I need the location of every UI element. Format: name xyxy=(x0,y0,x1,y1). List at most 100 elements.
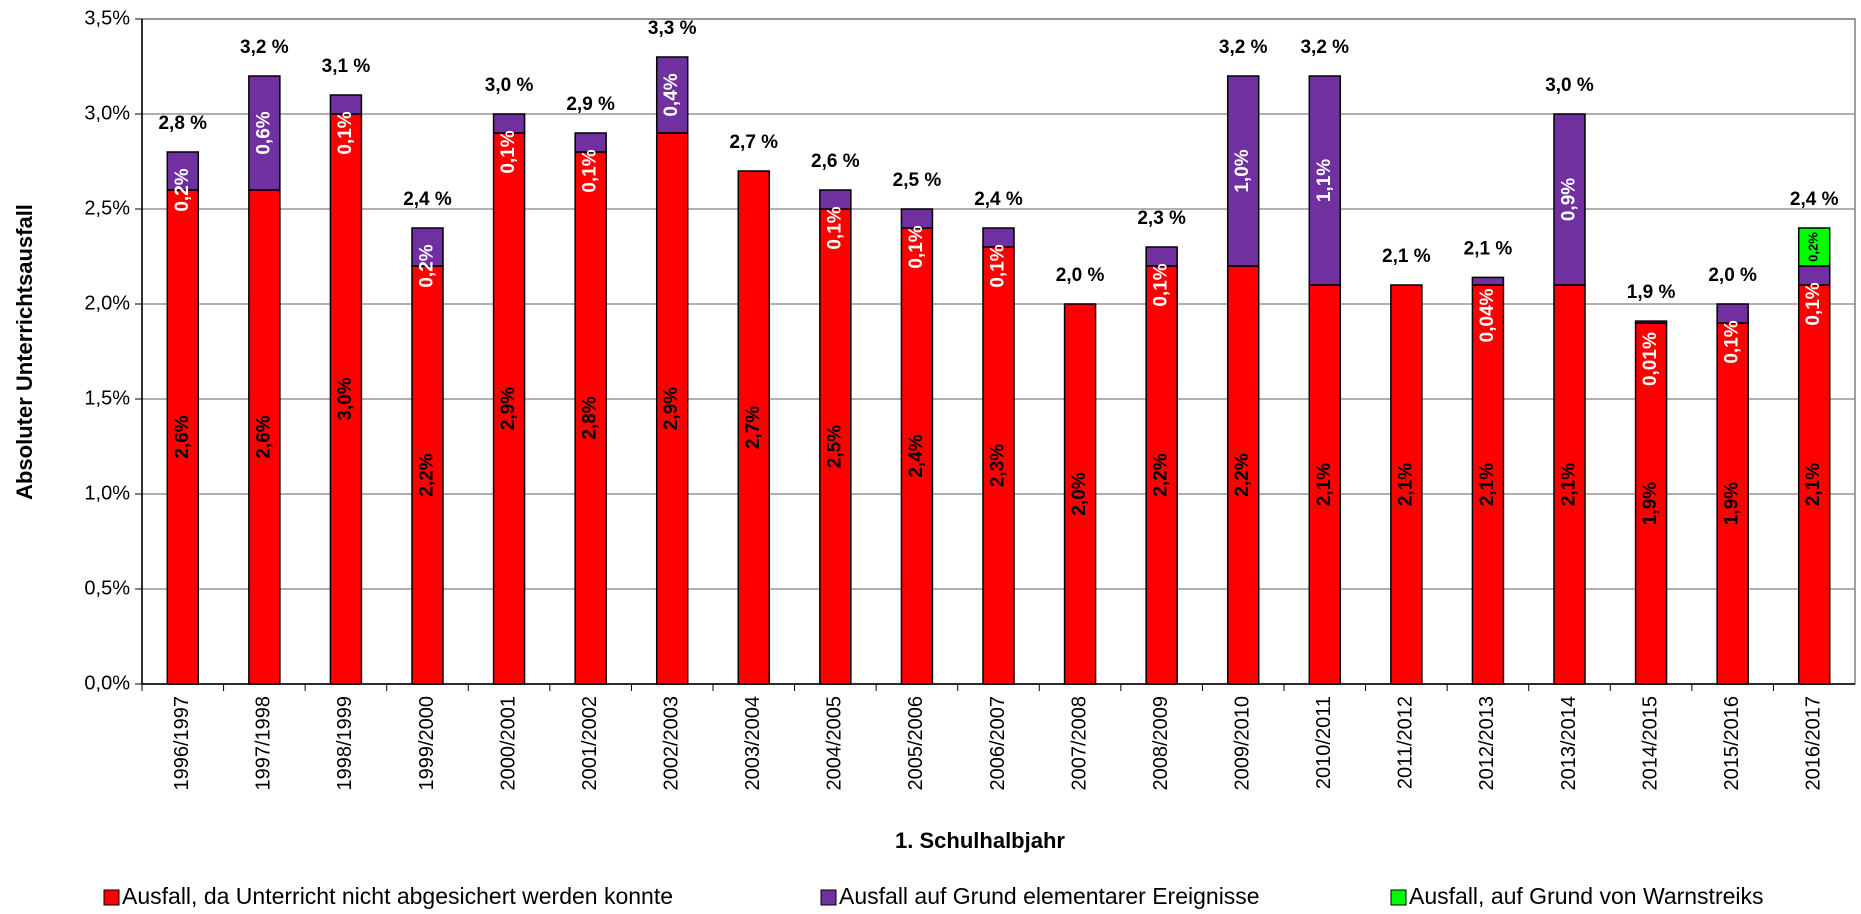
x-tick-label: 2009/2010 xyxy=(1231,696,1253,791)
value-label: 0,04% xyxy=(1477,288,1498,342)
bar-segment xyxy=(1145,246,1178,267)
total-label: 3,2 % xyxy=(1300,37,1349,58)
legend-swatch xyxy=(103,889,120,906)
value-label: 2,1% xyxy=(1314,463,1335,506)
value-label: 2,2% xyxy=(1151,453,1172,496)
bar-segment xyxy=(492,113,526,134)
value-label: 0,2% xyxy=(172,168,193,211)
total-label: 2,7 % xyxy=(729,132,778,153)
value-label: 1,0% xyxy=(1232,149,1253,192)
bar-segment xyxy=(329,94,363,115)
x-tick-label: 2014/2015 xyxy=(1639,696,1661,791)
total-label: 2,4 % xyxy=(974,189,1023,210)
x-tick-label: 2002/2003 xyxy=(660,696,682,791)
value-label: 2,2% xyxy=(1232,453,1253,496)
total-label: 2,4 % xyxy=(1790,189,1839,210)
bar-segment xyxy=(1226,265,1260,685)
x-tick-label: 2008/2009 xyxy=(1150,696,1172,791)
total-label: 2,8 % xyxy=(158,113,207,134)
value-label: 3,0% xyxy=(335,377,356,420)
value-label: 2,5% xyxy=(824,425,845,468)
x-tick-label: 2005/2006 xyxy=(905,696,927,791)
value-label: 2,9% xyxy=(661,387,682,430)
y-tick-label: 2,0% xyxy=(84,292,130,314)
x-tick-label: 1998/1999 xyxy=(334,696,356,791)
x-tick-label: 2006/2007 xyxy=(987,696,1009,791)
bar-segment xyxy=(737,170,771,685)
total-label: 2,1 % xyxy=(1464,238,1513,259)
bar-segment xyxy=(1553,113,1586,286)
bar-segment xyxy=(1471,276,1505,286)
total-label: 2,0 % xyxy=(1708,265,1757,286)
bar-segment xyxy=(1716,322,1749,685)
total-label: 3,1 % xyxy=(322,56,371,77)
value-label: 0,1% xyxy=(1151,263,1172,306)
total-label: 3,0 % xyxy=(485,75,534,96)
value-label: 2,6% xyxy=(172,415,193,458)
y-tick-label: 1,5% xyxy=(84,387,130,409)
y-tick-label: 3,5% xyxy=(84,7,130,29)
x-tick-label: 2003/2004 xyxy=(742,696,764,791)
bar-segment xyxy=(166,189,200,685)
value-label: 2,3% xyxy=(988,444,1009,487)
bar-segment xyxy=(574,151,607,685)
total-label: 3,2 % xyxy=(1219,37,1268,58)
bar-segment xyxy=(1390,284,1423,685)
value-label: 0,1% xyxy=(580,149,601,192)
value-label: 0,1% xyxy=(906,225,927,268)
bar-segment xyxy=(1553,284,1586,685)
bar-segment xyxy=(982,246,1015,685)
bar-segment xyxy=(248,75,281,191)
total-label: 3,2 % xyxy=(240,37,289,58)
x-tick-label: 1997/1998 xyxy=(253,696,275,791)
y-tick-label: 0,5% xyxy=(84,577,130,599)
bar-segment xyxy=(655,132,689,685)
y-tick-label: 3,0% xyxy=(84,102,130,124)
total-label: 3,3 % xyxy=(648,18,697,39)
value-label: 2,8% xyxy=(580,396,601,439)
value-label: 0,9% xyxy=(1559,178,1580,221)
bar-segment xyxy=(655,56,689,134)
value-label: 1,9% xyxy=(1722,482,1743,525)
value-label: 2,9% xyxy=(498,387,519,430)
bar-segment xyxy=(248,189,281,685)
total-label: 2,0 % xyxy=(1056,265,1105,286)
y-tick-label: 2,5% xyxy=(84,197,130,219)
total-label: 1,9 % xyxy=(1627,282,1676,303)
value-label: 2,1% xyxy=(1559,463,1580,506)
x-axis-title: 1. Schulhalbjahr xyxy=(895,828,1065,853)
bar-segment xyxy=(492,132,526,685)
value-label: 0,1% xyxy=(1722,320,1743,363)
bar-segment xyxy=(1797,227,1831,267)
total-label: 2,1 % xyxy=(1382,246,1431,267)
x-tick-label: 2013/2014 xyxy=(1558,696,1580,791)
legend-label: Ausfall, da Unterricht nicht abgesichert… xyxy=(122,883,673,909)
value-label: 0,1% xyxy=(335,111,356,154)
value-label: 0,1% xyxy=(1803,282,1824,325)
bar-segment xyxy=(982,227,1015,248)
value-label: 2,1% xyxy=(1477,463,1498,506)
bar-segment xyxy=(1797,284,1831,685)
bar-segment xyxy=(819,208,852,685)
value-label: 1,9% xyxy=(1640,482,1661,525)
value-label: 2,6% xyxy=(253,415,274,458)
total-label: 2,9 % xyxy=(566,94,615,115)
bar-segment xyxy=(1634,322,1668,685)
x-tick-label: 2007/2008 xyxy=(1068,696,1090,791)
bar-segment xyxy=(411,265,444,685)
value-label: 2,4% xyxy=(906,434,927,477)
bar-segment xyxy=(411,227,444,267)
legend-label: Ausfall auf Grund elementarer Ereignisse xyxy=(839,883,1260,909)
x-tick-label: 2010/2011 xyxy=(1313,696,1335,789)
value-label: 2,1% xyxy=(1803,463,1824,506)
bar-segment xyxy=(900,227,934,685)
legend-swatch xyxy=(820,889,837,906)
bar-segment xyxy=(166,151,200,191)
bar-segment xyxy=(1226,75,1260,267)
total-label: 2,4 % xyxy=(403,189,452,210)
value-label: 0,2% xyxy=(417,244,438,287)
y-tick-label: 0,0% xyxy=(84,672,130,694)
legend-label: Ausfall, auf Grund von Warnstreiks xyxy=(1409,883,1764,909)
x-tick-label: 2001/2002 xyxy=(579,696,601,791)
